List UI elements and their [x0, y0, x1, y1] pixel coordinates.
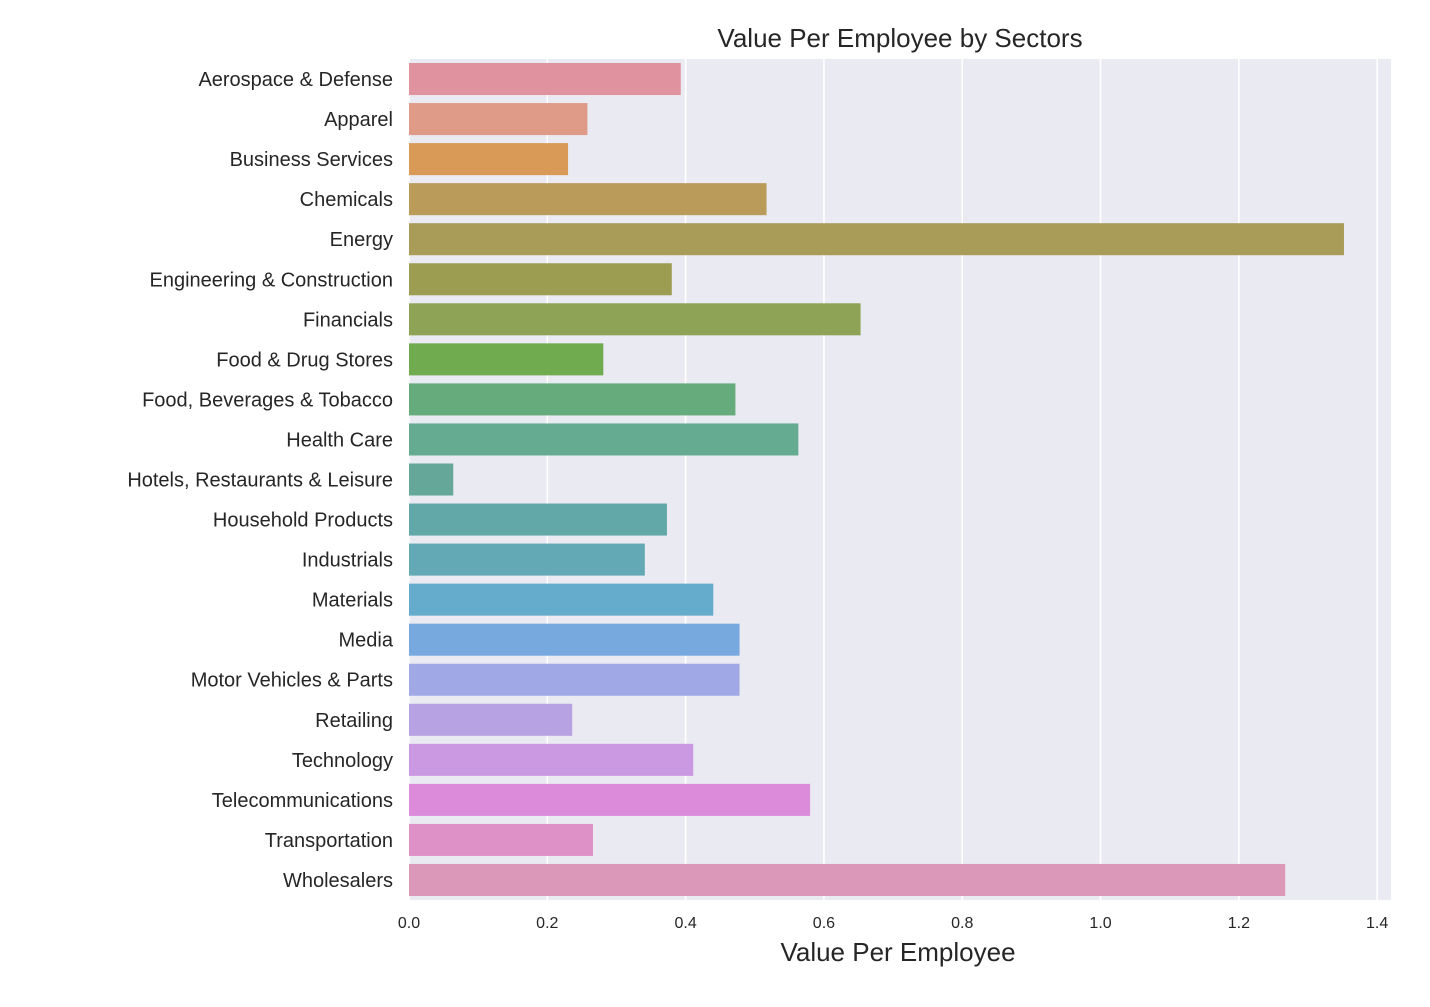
category-label-7: Food & Drug Stores — [216, 349, 393, 371]
x-axis-label: Value Per Employee — [780, 937, 1015, 967]
bar-11 — [409, 503, 667, 536]
bar-5 — [409, 263, 672, 296]
x-tick-label-2: 0.4 — [674, 915, 696, 932]
bar-20 — [409, 863, 1286, 896]
bar-7 — [409, 343, 604, 376]
x-tick-label-1: 0.2 — [536, 915, 558, 932]
category-label-6: Financials — [303, 309, 393, 331]
bar-14 — [409, 623, 740, 656]
x-tick-label-0: 0.0 — [398, 915, 420, 932]
category-label-16: Retailing — [315, 710, 393, 732]
x-tick-labels: 0.0 0.2 0.4 0.6 0.8 1.0 1.2 1.4 — [398, 915, 1389, 932]
category-label-8: Food, Beverages & Tobacco — [142, 389, 393, 411]
bar-17 — [409, 743, 694, 776]
category-label-17: Technology — [292, 750, 393, 772]
category-label-13: Materials — [312, 590, 393, 612]
chart-title: Value Per Employee by Sectors — [717, 23, 1082, 53]
bar-19 — [409, 823, 593, 856]
category-label-18: Telecommunications — [212, 790, 393, 812]
bar-2 — [409, 143, 569, 176]
x-tick-label-6: 1.2 — [1228, 915, 1250, 932]
bar-16 — [409, 703, 573, 736]
x-tick-label-5: 1.0 — [1089, 915, 1111, 932]
x-tick-label-4: 0.8 — [951, 915, 973, 932]
category-label-4: Energy — [330, 229, 393, 251]
bar-9 — [409, 423, 799, 456]
bars — [409, 63, 1344, 896]
bar-15 — [409, 663, 740, 696]
bar-10 — [409, 463, 454, 496]
bar-4 — [409, 223, 1344, 256]
x-tick-label-3: 0.6 — [813, 915, 835, 932]
bar-1 — [409, 103, 588, 136]
category-label-9: Health Care — [286, 429, 393, 451]
category-label-5: Engineering & Construction — [150, 269, 393, 291]
category-label-1: Apparel — [324, 109, 393, 131]
x-tick-label-7: 1.4 — [1366, 915, 1388, 932]
category-label-10: Hotels, Restaurants & Leisure — [127, 470, 393, 492]
bar-18 — [409, 783, 811, 816]
category-label-12: Industrials — [302, 550, 393, 572]
category-label-19: Transportation — [265, 830, 393, 852]
bar-8 — [409, 383, 736, 416]
category-label-20: Wholesalers — [283, 870, 393, 892]
bar-13 — [409, 583, 714, 616]
bar-6 — [409, 303, 861, 336]
category-label-11: Household Products — [213, 510, 393, 532]
category-label-2: Business Services — [230, 149, 393, 171]
category-label-3: Chemicals — [300, 189, 393, 211]
category-label-0: Aerospace & Defense — [198, 69, 393, 91]
bar-3 — [409, 183, 767, 216]
category-labels: Aerospace & Defense Apparel Business Servi… — [127, 69, 394, 892]
category-label-14: Media — [339, 630, 394, 652]
bar-0 — [409, 63, 681, 96]
bar-12 — [409, 543, 645, 576]
category-label-15: Motor Vehicles & Parts — [191, 670, 393, 692]
